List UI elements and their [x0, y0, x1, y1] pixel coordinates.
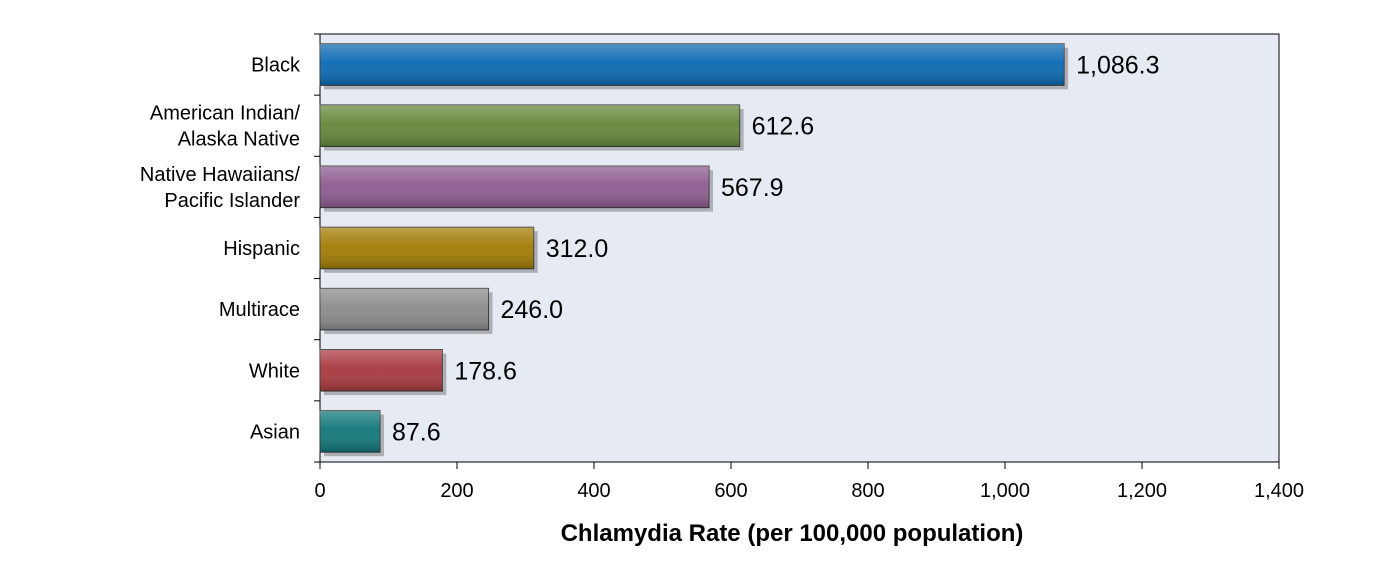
category-label: American Indian/Alaska Native: [150, 103, 301, 151]
category-label: Multirace: [219, 299, 300, 321]
x-tick-label: 200: [440, 480, 473, 502]
bar-value-label: 1,086.3: [1076, 52, 1159, 80]
bar-group: 178.6 White: [249, 348, 517, 396]
x-tick-label: 1,400: [1254, 480, 1304, 502]
category-label: White: [249, 360, 300, 382]
bar-value-label: 246.0: [501, 296, 564, 324]
category-label: Hispanic: [223, 238, 300, 260]
category-label: Asian: [250, 421, 300, 443]
x-tick-label: 1,200: [1117, 480, 1167, 502]
category-label-line: Multirace: [219, 299, 300, 321]
bar-value-label: 178.6: [454, 357, 517, 385]
category-label-line: Native Hawaiians/: [140, 164, 301, 186]
bar-group: 567.9 Native Hawaiians/Pacific Islander: [140, 164, 784, 212]
category-label-line: Pacific Islander: [164, 190, 300, 212]
category-label-line: Black: [251, 55, 301, 77]
bar-value-label: 312.0: [546, 235, 609, 263]
bar-group: 312.0 Hispanic: [223, 226, 609, 273]
bars-layer: 1,086.3 Black 612.6 American Indian/Alaska …: [140, 43, 1160, 457]
bar-group: 1,086.3 Black: [251, 43, 1160, 90]
category-label-line: White: [249, 360, 300, 382]
bar-highlight: [320, 288, 489, 330]
bar-group: 612.6 American Indian/Alaska Native: [150, 103, 814, 151]
bar-group: 87.6 Asian: [250, 410, 441, 457]
x-tick-label: 800: [851, 480, 884, 502]
x-tick-label: 400: [577, 480, 610, 502]
bar-highlight: [320, 410, 381, 453]
category-label-line: Hispanic: [223, 238, 300, 260]
bar-highlight: [320, 349, 443, 392]
category-label-line: Asian: [250, 421, 300, 443]
x-tick-label: 0: [314, 480, 325, 502]
x-tick-label: 1,000: [980, 480, 1030, 502]
bar-highlight: [320, 104, 740, 147]
category-label: Native Hawaiians/Pacific Islander: [140, 164, 301, 212]
bar-highlight: [320, 43, 1065, 86]
bar-highlight: [320, 227, 534, 269]
x-axis-title: Chlamydia Rate (per 100,000 population): [561, 520, 1024, 547]
x-tick-label: 600: [714, 480, 747, 502]
bar-value-label: 567.9: [721, 174, 784, 202]
bar-highlight: [320, 166, 710, 208]
bar-value-label: 87.6: [392, 418, 441, 446]
category-label: Black: [251, 55, 301, 77]
bar-value-label: 612.6: [752, 113, 815, 141]
category-label-line: Alaska Native: [178, 129, 300, 151]
bar-group: 246.0 Multirace: [219, 287, 564, 334]
axes-layer: 0 200 400 600 800 1,000 1,200 1,400: [314, 33, 1304, 502]
category-label-line: American Indian/: [150, 103, 301, 125]
